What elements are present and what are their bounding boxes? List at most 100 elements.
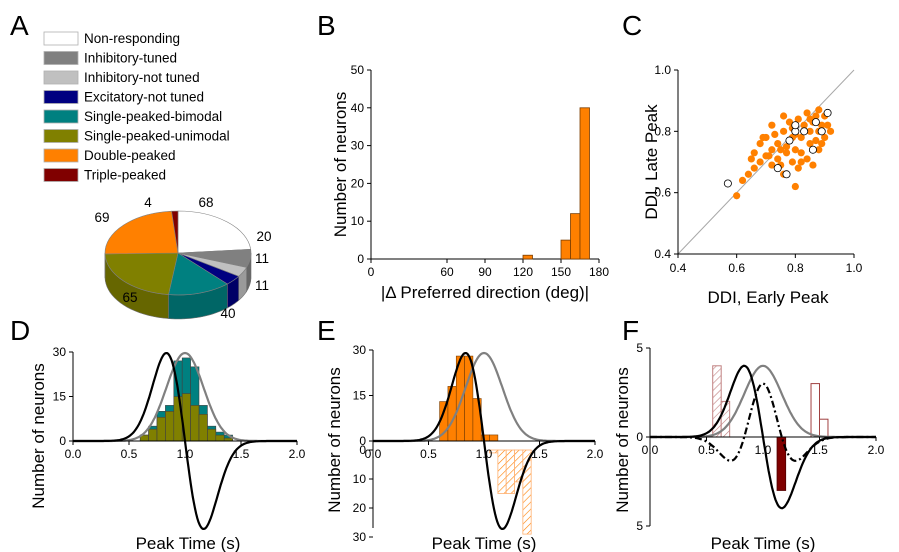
scatter-point-filled: [800, 121, 808, 129]
scatter-point-filled: [780, 127, 788, 135]
scatter-point-filled: [756, 158, 764, 166]
scatter-point-filled: [824, 121, 832, 129]
x-tick-label: 150: [551, 265, 571, 279]
scatter-point-open: [811, 118, 820, 127]
scatter-point-filled: [733, 192, 741, 200]
legend-swatch: [43, 168, 79, 182]
panel-a-pie: Non-responding Inhibitory-tuned Inhibitory…: [43, 31, 272, 321]
panel-b-histogram: 0 10 20 30 40 50 0 60 90 120 150 180|Δ Preferred di…: [331, 63, 609, 302]
scatter-point-open: [723, 179, 732, 188]
y-tick-label: 0: [357, 252, 364, 266]
y-tick-label: 0: [59, 434, 66, 448]
scatter-point-filled: [747, 155, 755, 163]
scatter-point-open: [782, 170, 791, 179]
scatter-point-filled: [797, 133, 805, 142]
velocity-curve: [650, 364, 876, 439]
legend-label: Double-peaked: [84, 148, 176, 163]
legend-label: Excitatory-not tuned: [84, 90, 204, 105]
scatter-point-open: [785, 136, 794, 145]
legend-label: Triple-peaked: [84, 168, 166, 183]
x-axis-title: |Δ Preferred direction (deg)|: [381, 283, 589, 302]
scatter-point-filled: [774, 140, 782, 148]
legend-label: Non-responding: [84, 31, 180, 46]
x-tick-label: 1.5: [811, 443, 828, 457]
y-tick-label: 15: [353, 389, 367, 403]
scatter-point-filled: [791, 146, 799, 154]
y-tick-label: 0.8: [654, 124, 671, 138]
pie-label: 65: [122, 290, 137, 305]
y-tick-label: 0.4: [654, 247, 671, 261]
x-tick-label: 0.0: [65, 447, 82, 461]
panel-letter-e: E: [317, 315, 336, 346]
legend-swatch: [43, 70, 79, 85]
scatter-point-filled: [815, 106, 823, 114]
legend-label: Inhibitory-tuned: [84, 51, 177, 66]
scatter-point-filled: [750, 164, 758, 172]
histogram-bar: [207, 428, 217, 442]
y-tick-label: 5: [636, 341, 643, 355]
y-axis-title: DDI, Late Peak: [642, 104, 661, 220]
scatter-point-filled: [738, 176, 747, 184]
scatter-point-filled: [785, 118, 794, 126]
histogram-bar-hatched: [497, 449, 507, 494]
legend-swatch: [43, 129, 79, 143]
scatter-point-filled: [815, 146, 823, 154]
scatter-point-filled: [806, 140, 814, 148]
legend-swatch: [43, 109, 79, 124]
y-tick-label: 0: [359, 443, 366, 457]
scatter-point-filled: [768, 161, 776, 169]
x-tick-label: 2.0: [289, 447, 306, 461]
y-axis-title: Number of neurons: [331, 92, 350, 238]
scatter-point-filled: [821, 133, 829, 142]
scatter-point-filled: [771, 130, 779, 138]
y-tick-label: 50: [351, 63, 365, 77]
pie-label: 20: [256, 229, 271, 244]
panel-f-histogram: 5 0 5 0.0 0.5 1.0 1.5 2.0 Peak Time (s) Number of…: [613, 341, 885, 552]
y-tick-label: 0.6: [654, 186, 671, 200]
x-tick-label: 0.6: [728, 261, 745, 275]
x-tick-label: 120: [513, 265, 533, 279]
scatter-point-open: [800, 127, 809, 136]
histogram-bar: [215, 434, 225, 442]
x-tick-label: 90: [478, 265, 492, 279]
legend-label: Single-peaked-unimodal: [84, 129, 230, 144]
histogram-bar: [522, 254, 533, 260]
scatter-point-filled: [774, 155, 782, 163]
scatter-point-filled: [788, 158, 797, 166]
pie-slice: [171, 210, 179, 254]
histogram-bar: [489, 434, 499, 442]
scatter-point-filled: [768, 121, 776, 129]
pie-slice: [104, 210, 179, 255]
x-tick-label: 2.0: [868, 443, 885, 457]
histogram-bar: [810, 383, 821, 438]
x-axis-title: Peak Time (s): [711, 534, 816, 552]
histogram-bar: [570, 213, 581, 260]
x-tick-label: 0.5: [121, 447, 138, 461]
x-tick-label: 60: [440, 265, 454, 279]
panel-c-scatter: 0.4 0.6 0.8 1.0 0.4 0.6 0.8 1.0 DDI, Early Peak D…: [642, 63, 863, 307]
panel-d-histogram: 0 15 30 0.0 0.5 1.0 1.5 2.0 Peak Time (s) Number …: [29, 345, 306, 552]
scatter-point-filled: [803, 155, 811, 163]
panel-letters: A B C D E F: [10, 10, 642, 346]
scatter-point-filled: [797, 158, 805, 166]
scatter-point-filled: [756, 140, 764, 148]
y-tick-label: 15: [53, 390, 67, 404]
histogram-bar: [819, 418, 829, 438]
pie-label: 11: [255, 278, 269, 293]
pie-slice: [104, 252, 179, 295]
y-axis-title: Number of neurons: [613, 367, 632, 513]
y-axis-title: Number of neurons: [325, 367, 344, 513]
histogram-bar: [148, 428, 158, 442]
unity-line: [677, 69, 855, 255]
y-tick-label: 40: [351, 101, 365, 115]
pie-label: 69: [94, 210, 109, 225]
scatter-point-filled: [818, 121, 826, 129]
panel-letter-f: F: [622, 315, 639, 346]
panel-e-histogram: 0 15 30 0 10 20 30 0.0 0.5 1.0 1.5 2.0 Peak Time (s)…: [325, 343, 604, 552]
scatter-point-filled: [765, 152, 773, 160]
scatter-point-filled: [744, 170, 753, 178]
x-tick-label: 0.4: [670, 261, 687, 275]
panel-letter-d: D: [10, 315, 30, 346]
pie-label: 40: [220, 306, 235, 321]
scatter-point-open: [817, 127, 826, 136]
